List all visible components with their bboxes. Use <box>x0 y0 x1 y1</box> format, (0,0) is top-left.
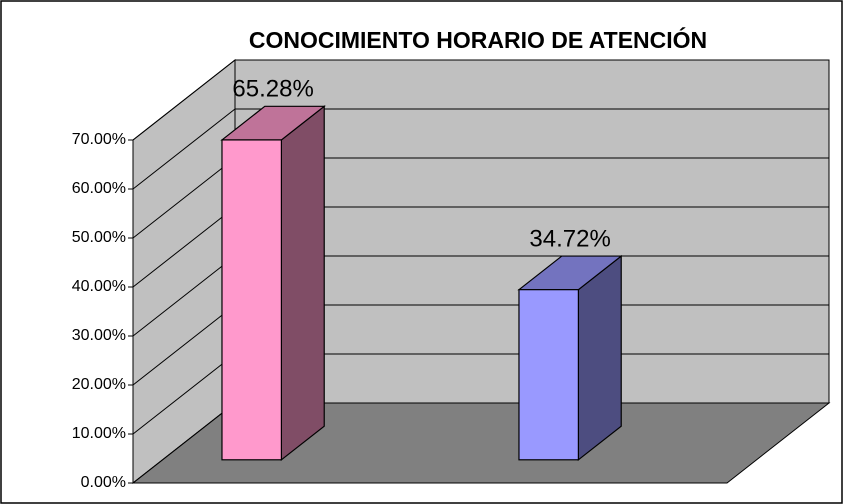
y-tick-label: 70.00% <box>72 131 126 148</box>
y-tick-label: 50.00% <box>72 229 126 246</box>
grid-line <box>132 255 236 337</box>
y-tick-label: 40.00% <box>72 278 126 295</box>
grid-line <box>132 108 236 190</box>
grid-line <box>132 157 236 239</box>
y-tick-label: 60.00% <box>72 180 126 197</box>
grid-line <box>132 59 236 141</box>
grid-line <box>132 353 236 435</box>
bar-side <box>577 254 622 462</box>
y-tick-label: 30.00% <box>72 327 126 344</box>
grid-line <box>132 206 236 288</box>
bar <box>518 289 579 461</box>
grid-line <box>132 304 236 386</box>
data-label: 34.72% <box>529 225 610 252</box>
y-tick-label: 0.00% <box>81 474 126 491</box>
y-tick-label: 20.00% <box>72 376 126 393</box>
data-label: 65.28% <box>232 76 313 103</box>
chart-title: CONOCIMIENTO HORARIO DE ATENCIÓN <box>249 26 707 53</box>
bar <box>221 139 282 461</box>
y-tick-label: 10.00% <box>72 425 126 442</box>
grid-line <box>132 402 236 484</box>
bar-side <box>280 105 325 462</box>
